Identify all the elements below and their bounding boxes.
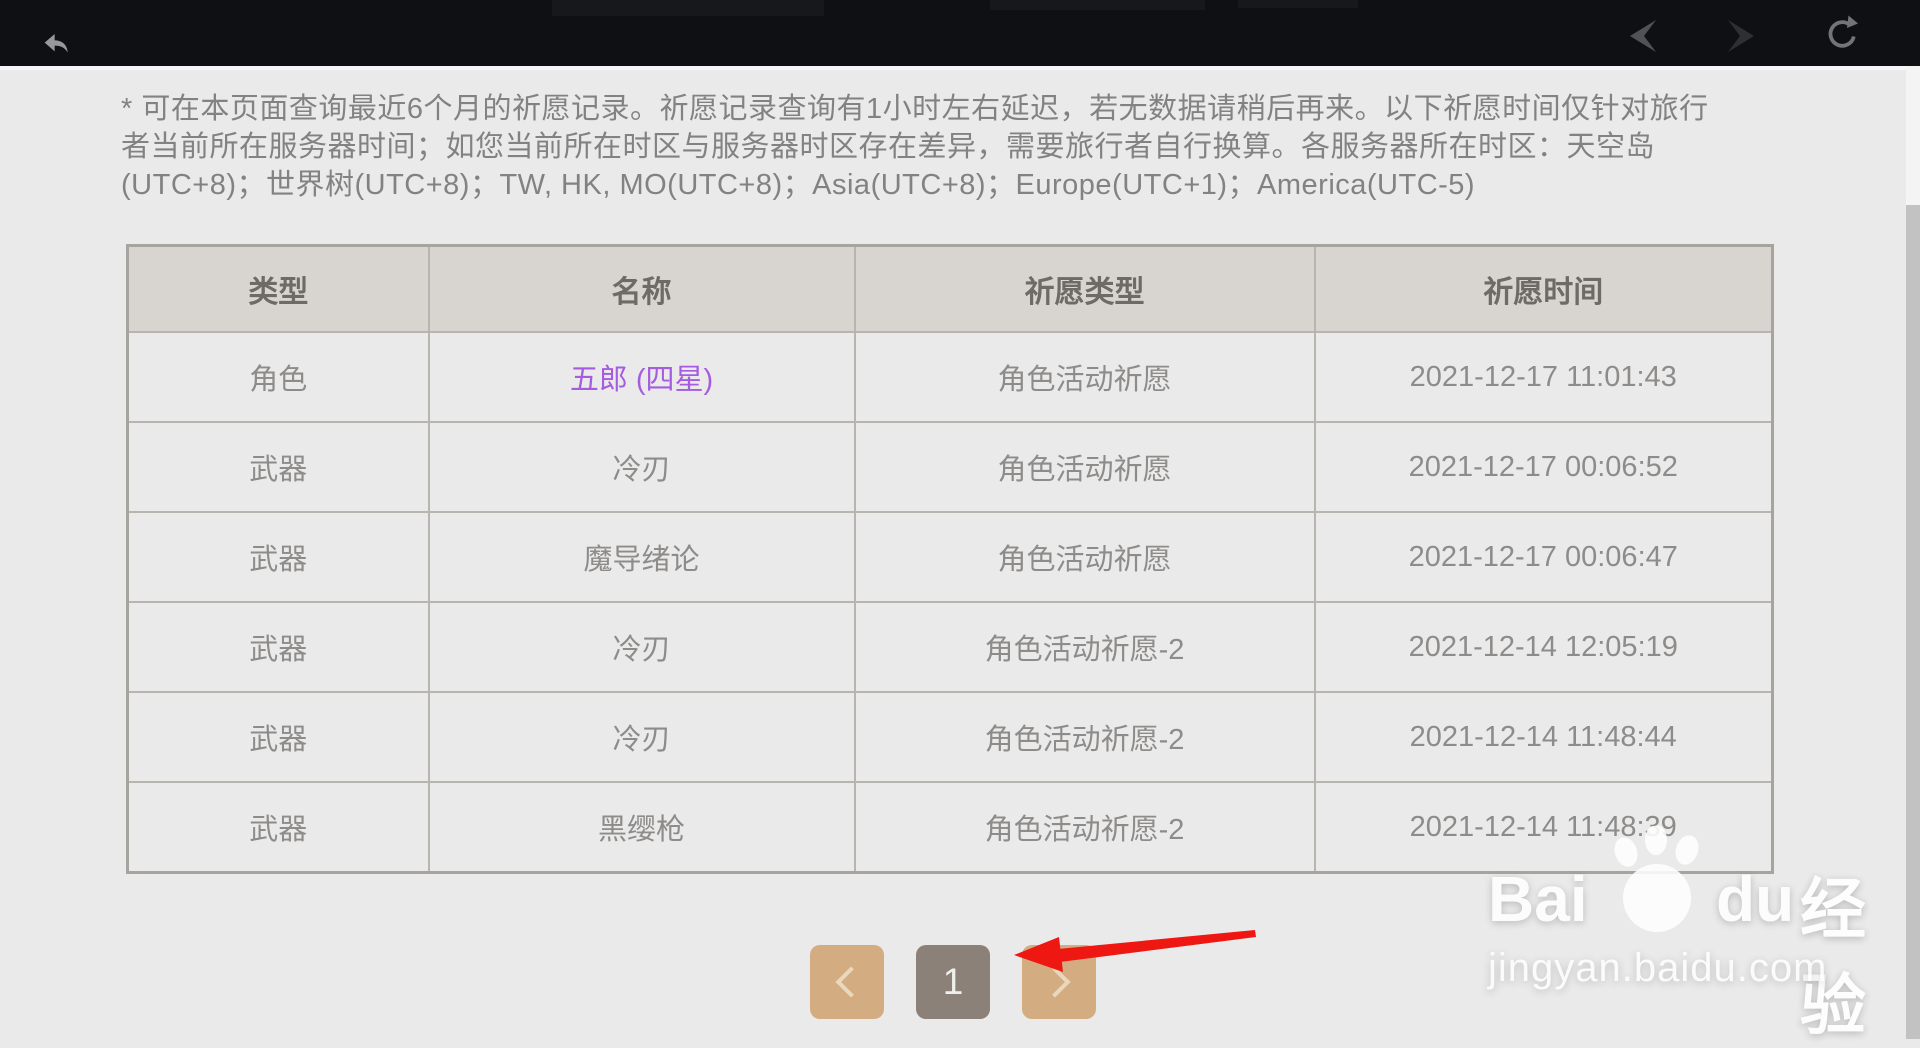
- table-row: 武器 魔导绪论 角色活动祈愿 2021-12-17 00:06:47: [126, 511, 1774, 603]
- cell-wish-time: 2021-12-14 11:48:39: [1313, 781, 1774, 874]
- table-row: 武器 冷刃 角色活动祈愿 2021-12-17 00:06:52: [126, 421, 1774, 513]
- cell-wish-type: 角色活动祈愿: [853, 331, 1316, 423]
- cell-wish-time: 2021-12-17 00:06:47: [1313, 511, 1774, 603]
- topbar-glare: [552, 0, 824, 16]
- table-row: 角色 五郎 (四星) 角色活动祈愿 2021-12-17 11:01:43: [126, 331, 1774, 423]
- wish-history-table: 类型 名称 祈愿类型 祈愿时间 角色 五郎 (四星) 角色活动祈愿 2021-1…: [126, 244, 1774, 874]
- pagination-next-button[interactable]: [1022, 945, 1096, 1019]
- cell-item-type: 武器: [126, 421, 430, 513]
- chevron-left-icon: [835, 966, 867, 998]
- cell-wish-type: 角色活动祈愿: [853, 511, 1316, 603]
- cell-item-name: 冷刃: [427, 421, 856, 513]
- header-wish-time: 祈愿时间: [1313, 244, 1774, 333]
- cell-item-type: 武器: [126, 691, 430, 783]
- watermark-brand-cn: 经验: [1800, 872, 1868, 1042]
- topbar-glare: [1238, 0, 1358, 8]
- cell-item-name: 黑缨枪: [427, 781, 856, 874]
- header-name: 名称: [427, 244, 856, 333]
- cell-wish-time: 2021-12-14 12:05:19: [1313, 601, 1774, 693]
- cell-item-type: 角色: [126, 331, 430, 423]
- pagination-prev-button[interactable]: [810, 945, 884, 1019]
- pagination-current-page[interactable]: 1: [916, 945, 990, 1019]
- refresh-icon[interactable]: [1822, 15, 1858, 51]
- watermark-site-url: jingyan.baidu.com: [1488, 946, 1828, 990]
- cell-wish-type: 角色活动祈愿: [853, 421, 1316, 513]
- cell-wish-type: 角色活动祈愿-2: [853, 691, 1316, 783]
- scrollbar-thumb[interactable]: [1906, 205, 1920, 1039]
- cell-wish-type: 角色活动祈愿-2: [853, 781, 1316, 874]
- page-forward-diamond-icon[interactable]: [1726, 20, 1756, 52]
- browser-topbar: [0, 0, 1920, 66]
- cell-item-name: 冷刃: [427, 691, 856, 783]
- cell-wish-time: 2021-12-17 11:01:43: [1313, 331, 1774, 423]
- page-back-diamond-icon[interactable]: [1628, 20, 1658, 52]
- topbar-glare: [990, 0, 1205, 10]
- wish-history-notice: * 可在本页面查询最近6个月的祈愿记录。祈愿记录查询有1小时左右延迟，若无数据请…: [121, 93, 1709, 201]
- page-top-strip: [0, 66, 1920, 70]
- table-row: 武器 黑缨枪 角色活动祈愿-2 2021-12-14 11:48:39: [126, 781, 1774, 874]
- header-type: 类型: [126, 244, 430, 333]
- header-wish-type: 祈愿类型: [853, 244, 1316, 333]
- table-row: 武器 冷刃 角色活动祈愿-2 2021-12-14 11:48:44: [126, 691, 1774, 783]
- cell-item-type: 武器: [126, 781, 430, 874]
- table-header-row: 类型 名称 祈愿类型 祈愿时间: [126, 244, 1774, 333]
- cell-wish-time: 2021-12-17 00:06:52: [1313, 421, 1774, 513]
- cell-wish-time: 2021-12-14 11:48:44: [1313, 691, 1774, 783]
- cell-item-name: 冷刃: [427, 601, 856, 693]
- chevron-right-icon: [1039, 966, 1071, 998]
- cell-item-name: 魔导绪论: [427, 511, 856, 603]
- cell-item-type: 武器: [126, 511, 430, 603]
- cell-wish-type: 角色活动祈愿-2: [853, 601, 1316, 693]
- table-row: 武器 冷刃 角色活动祈愿-2 2021-12-14 12:05:19: [126, 601, 1774, 693]
- cell-item-type: 武器: [126, 601, 430, 693]
- wish-table-body: 角色 五郎 (四星) 角色活动祈愿 2021-12-17 11:01:43 武器…: [126, 331, 1774, 874]
- cell-item-name: 五郎 (四星): [427, 331, 856, 423]
- back-arrow-icon[interactable]: [38, 28, 74, 60]
